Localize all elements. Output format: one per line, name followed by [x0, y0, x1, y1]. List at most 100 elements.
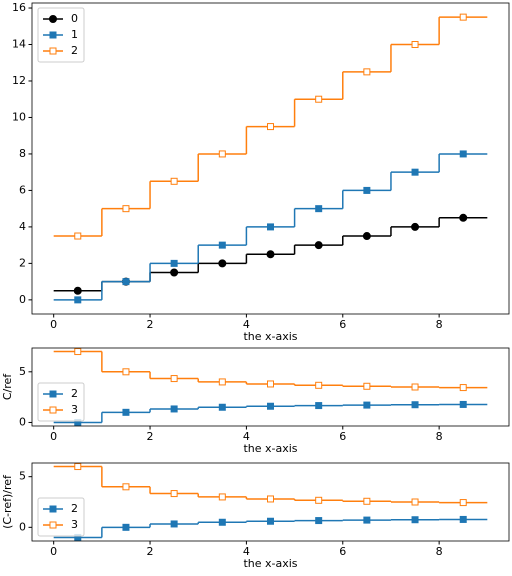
marker: [459, 515, 467, 523]
marker: [459, 400, 467, 408]
x-tick-label: 8: [436, 430, 443, 443]
marker: [74, 296, 82, 304]
marker: [411, 498, 419, 506]
y-tick-label: 6: [19, 183, 26, 196]
marker: [411, 401, 419, 409]
x-tick-label: 4: [243, 430, 250, 443]
legend-label: 3: [71, 403, 78, 416]
axes-frame: [31, 347, 510, 427]
marker: [170, 177, 178, 185]
x-tick-label: 0: [50, 430, 57, 443]
legend-marker: [49, 47, 57, 55]
y-tick-label: 16: [12, 1, 26, 14]
marker: [74, 232, 82, 240]
marker: [218, 518, 226, 526]
x-tick-label: 4: [243, 545, 250, 558]
marker: [74, 348, 82, 356]
x-tick-label: 2: [147, 318, 154, 331]
marker: [218, 403, 226, 411]
x-tick-label: 0: [50, 318, 57, 331]
x-tick-label: 8: [436, 545, 443, 558]
x-tick-label: 0: [50, 545, 57, 558]
x-tick-label: 6: [339, 430, 346, 443]
marker: [122, 523, 130, 531]
x-tick-label: 8: [436, 318, 443, 331]
marker: [218, 241, 226, 249]
marker: [363, 186, 371, 194]
marker: [267, 402, 274, 410]
marker: [459, 213, 468, 222]
marker: [218, 378, 226, 386]
marker: [122, 368, 130, 376]
legend-label: 2: [71, 387, 78, 400]
x-tick-label: 4: [243, 318, 250, 331]
y-tick-label: 14: [12, 37, 26, 50]
marker: [122, 205, 130, 213]
marker: [459, 150, 467, 158]
legend-marker: [49, 521, 57, 529]
legend-marker: [49, 31, 57, 39]
plot-area: [32, 3, 509, 314]
legend-marker: [49, 390, 57, 398]
marker: [363, 516, 371, 524]
marker: [170, 490, 178, 498]
marker: [363, 382, 371, 390]
x-axis-label: the x-axis: [243, 442, 297, 455]
y-axis-label: (C-ref)/ref: [1, 474, 14, 529]
y-tick-label: 5: [19, 365, 26, 378]
y-tick-label: 2: [19, 256, 26, 269]
y-tick-label: 5: [19, 470, 26, 483]
legend-marker: [49, 505, 57, 513]
marker: [315, 205, 323, 213]
y-tick-label: 0: [19, 293, 26, 306]
x-tick-label: 2: [147, 430, 154, 443]
marker: [315, 95, 323, 103]
marker: [73, 286, 82, 295]
x-tick-label: 2: [147, 545, 154, 558]
x-tick-label: 6: [339, 318, 346, 331]
marker: [315, 402, 323, 410]
marker: [315, 381, 323, 389]
marker: [74, 463, 82, 471]
marker: [266, 250, 275, 259]
marker: [122, 278, 130, 286]
marker: [170, 259, 178, 267]
marker: [267, 495, 274, 503]
y-tick-label: 0: [19, 520, 26, 533]
y-tick-label: 12: [12, 74, 26, 87]
marker: [459, 499, 467, 507]
marker: [411, 168, 419, 176]
legend-label: 3: [71, 518, 78, 531]
marker: [267, 380, 274, 388]
marker: [363, 68, 371, 76]
marker: [218, 259, 227, 268]
legend-label: 2: [71, 44, 78, 57]
legend-label: 2: [71, 502, 78, 515]
legend-label: 0: [71, 12, 78, 25]
x-axis-label: the x-axis: [243, 557, 297, 570]
axes-frame: [31, 2, 510, 315]
y-tick-label: 10: [12, 110, 26, 123]
marker: [315, 517, 323, 525]
marker: [218, 493, 226, 501]
marker: [411, 516, 419, 524]
marker: [122, 483, 130, 491]
marker: [363, 497, 371, 505]
axes-frame: [31, 462, 510, 542]
marker: [170, 268, 179, 277]
marker: [411, 383, 419, 391]
marker: [170, 375, 178, 383]
marker: [362, 232, 371, 241]
marker: [363, 401, 371, 409]
marker: [122, 408, 130, 416]
marker: [315, 496, 323, 504]
marker: [170, 405, 178, 413]
marker: [267, 123, 274, 131]
marker: [218, 150, 226, 158]
marker: [314, 241, 323, 250]
marker: [459, 384, 467, 392]
legend-marker: [49, 406, 57, 414]
marker: [267, 223, 274, 231]
marker: [411, 40, 419, 48]
